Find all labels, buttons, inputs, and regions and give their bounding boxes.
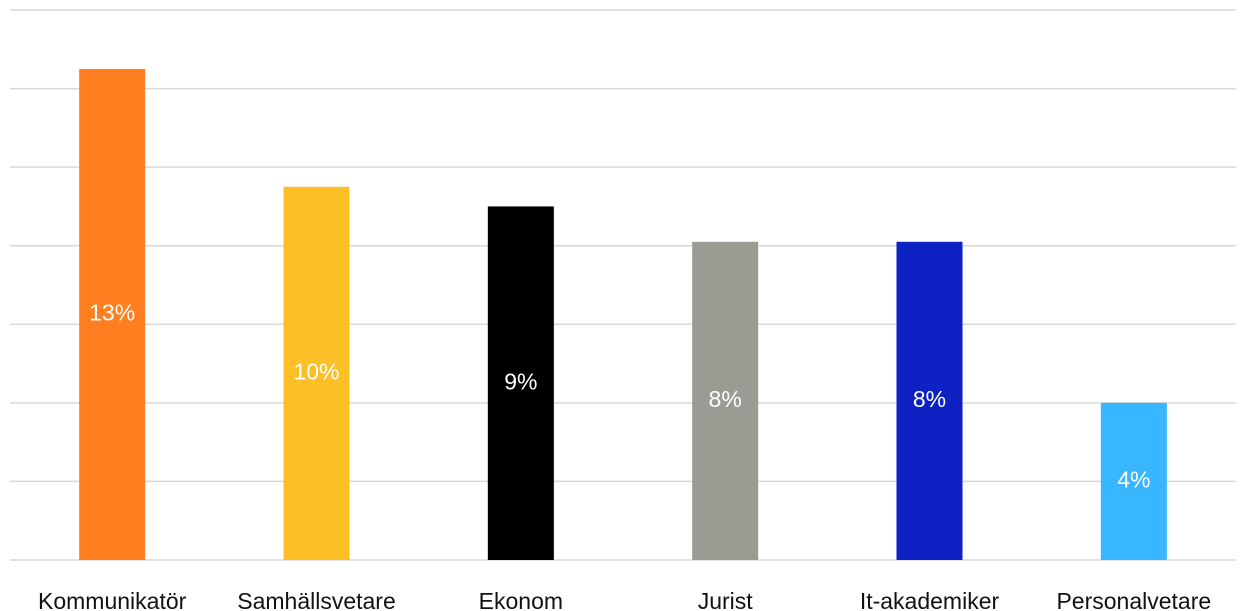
data-label: 8% <box>709 386 742 412</box>
data-label: 10% <box>293 358 339 384</box>
category-label: Kommunikatör <box>38 588 187 611</box>
data-label: 13% <box>89 300 135 326</box>
data-labels: 13% 10% 9% 8% 8% 4% <box>89 300 1150 493</box>
bar-it-akademiker <box>896 241 963 561</box>
bar-kommunikat-r <box>79 68 146 560</box>
data-label: 8% <box>913 386 946 412</box>
category-label: Jurist <box>698 588 754 611</box>
data-label: 9% <box>504 368 537 394</box>
category-label: Ekonom <box>479 588 563 611</box>
bars <box>79 68 1167 561</box>
category-label: Personalvetare <box>1056 588 1211 611</box>
gridlines <box>10 9 1236 561</box>
bar-personalvetare <box>1100 402 1167 560</box>
bar-samh-llsvetare <box>283 186 350 561</box>
category-label: It-akademiker <box>860 588 1000 611</box>
bar-ekonom <box>487 206 554 560</box>
data-label: 4% <box>1117 467 1150 493</box>
category-label: Samhällsvetare <box>237 588 396 611</box>
category-labels: Kommunikatör Samhällsvetare Ekonom Jurist It… <box>38 588 1211 611</box>
bar-jurist <box>692 241 759 561</box>
